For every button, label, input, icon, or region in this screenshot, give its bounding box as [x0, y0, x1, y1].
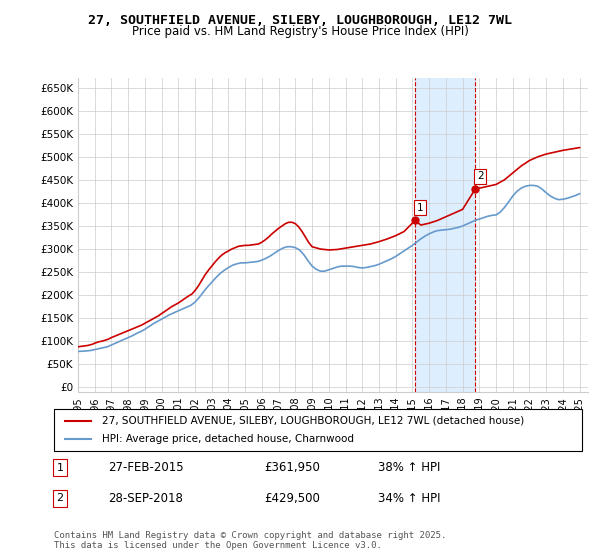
Text: 34% ↑ HPI: 34% ↑ HPI [378, 492, 440, 505]
Text: 2: 2 [477, 171, 484, 181]
Text: HPI: Average price, detached house, Charnwood: HPI: Average price, detached house, Char… [101, 434, 353, 444]
Text: Contains HM Land Registry data © Crown copyright and database right 2025.
This d: Contains HM Land Registry data © Crown c… [54, 530, 446, 550]
Text: 27, SOUTHFIELD AVENUE, SILEBY, LOUGHBOROUGH, LE12 7WL (detached house): 27, SOUTHFIELD AVENUE, SILEBY, LOUGHBORO… [101, 416, 524, 426]
Text: 28-SEP-2018: 28-SEP-2018 [108, 492, 183, 505]
Text: £429,500: £429,500 [264, 492, 320, 505]
Text: £361,950: £361,950 [264, 461, 320, 474]
Text: 1: 1 [56, 463, 64, 473]
Bar [415, 78, 475, 392]
Text: 38% ↑ HPI: 38% ↑ HPI [378, 461, 440, 474]
Text: 1: 1 [417, 203, 424, 213]
FancyBboxPatch shape [54, 409, 582, 451]
Text: Price paid vs. HM Land Registry's House Price Index (HPI): Price paid vs. HM Land Registry's House … [131, 25, 469, 38]
Text: 2: 2 [56, 493, 64, 503]
Text: 27, SOUTHFIELD AVENUE, SILEBY, LOUGHBOROUGH, LE12 7WL: 27, SOUTHFIELD AVENUE, SILEBY, LOUGHBORO… [88, 14, 512, 27]
Text: 27-FEB-2015: 27-FEB-2015 [108, 461, 184, 474]
